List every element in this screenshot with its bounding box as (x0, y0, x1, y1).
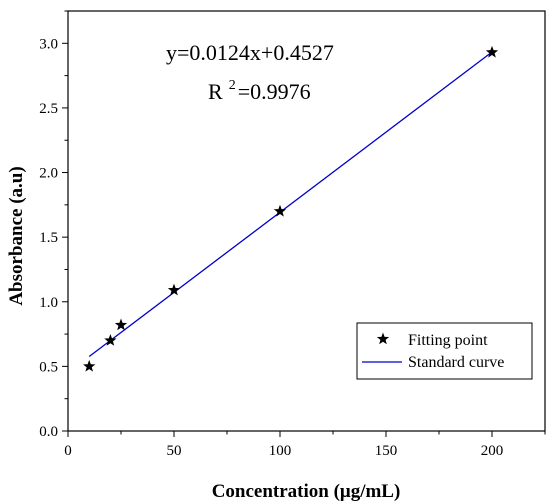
legend-label-fitting-point: Fitting point (408, 332, 488, 349)
y-axis: 0.0 0.5 1.0 1.5 2.0 2.5 3.0 (39, 10, 68, 440)
x-tick-label: 0 (64, 443, 72, 459)
x-axis: 0 50 100 150 200 (64, 431, 546, 459)
fitting-point-star (83, 359, 96, 372)
y-tick-label: 3.0 (39, 36, 58, 52)
legend-marker-star (376, 332, 390, 345)
standard-curve-line (88, 51, 493, 357)
y-axis-label: Absorbance (a.u) (6, 166, 27, 305)
series-layer (83, 45, 499, 372)
x-tick-label: 50 (167, 443, 182, 459)
legend-box (356, 322, 533, 380)
fitting-point-star (114, 318, 128, 331)
y-tick-label: 2.0 (39, 166, 58, 182)
fitting-point-star (167, 283, 181, 296)
y-tick-label: 0.0 (39, 424, 58, 440)
x-tick-label: 200 (481, 443, 504, 459)
fitting-point-star (273, 204, 287, 217)
r-squared-annotation: R 2=0.9976 (208, 78, 311, 104)
legend-label-standard-curve: Standard curve (408, 354, 504, 371)
fitting-point-star (104, 334, 117, 346)
r-squared-value: =0.9976 (238, 79, 311, 104)
r-squared-exponent: 2 (229, 78, 236, 93)
plot-border (67, 10, 546, 432)
y-tick-label: 2.5 (39, 101, 58, 117)
r-squared-symbol: R (208, 79, 223, 104)
y-tick-label: 1.5 (39, 230, 58, 246)
legend: Fitting point Standard curve (356, 322, 533, 380)
plot-frame (67, 10, 546, 432)
x-tick-label: 100 (269, 443, 292, 459)
y-tick-label: 0.5 (39, 359, 58, 375)
fitting-point-star (485, 45, 499, 58)
y-tick-label: 1.0 (39, 295, 58, 311)
legend-star-shape (376, 332, 390, 345)
x-tick-label: 150 (375, 443, 398, 459)
equation-annotation: y=0.0124x+0.4527 (166, 40, 334, 65)
x-axis-label: Concentration (μg/mL) (212, 481, 401, 502)
